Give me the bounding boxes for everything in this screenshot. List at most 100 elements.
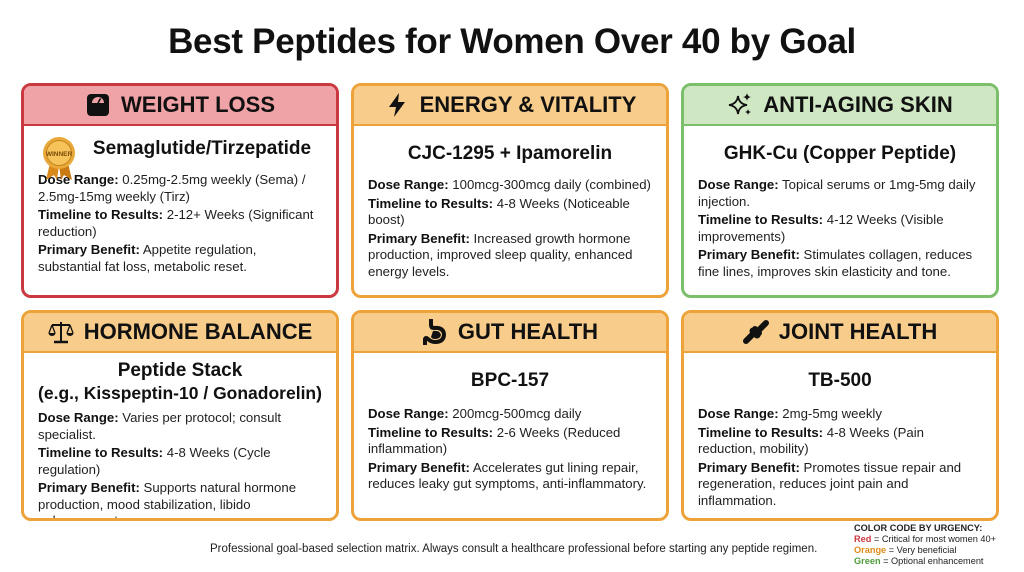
card-weight-loss: WEIGHT LOSS WINNER Semaglutide/Tirzepati… bbox=[21, 83, 339, 298]
dose-label: Dose Range: bbox=[368, 177, 449, 192]
card-hormone-balance: HORMONE BALANCE Peptide Stack (e.g., Kis… bbox=[21, 310, 339, 521]
dose-label: Dose Range: bbox=[698, 177, 779, 192]
dose-value: Varies per protocol; consult specialist. bbox=[38, 410, 282, 442]
lightning-icon bbox=[388, 93, 405, 117]
timeline-value: 4-8 Weeks (Pain reduction, mobility) bbox=[698, 424, 924, 457]
legend-green-word: Green bbox=[854, 556, 881, 566]
timeline-label: Timeline to Results: bbox=[38, 207, 164, 222]
dose-label: Dose Range: bbox=[38, 410, 119, 425]
card-header: HORMONE BALANCE bbox=[24, 313, 336, 353]
badge-label: WINNER bbox=[46, 151, 73, 158]
card-title: GUT HEALTH bbox=[457, 319, 599, 344]
dose-row: Dose Range: 2mg-5mg weekly bbox=[698, 406, 982, 423]
timeline-row: Timeline to Results: 4-8 Weeks (Pain red… bbox=[698, 425, 982, 458]
benefit-label: Primary Benefit: bbox=[38, 480, 140, 495]
card-energy-vitality: ENERGY & VITALITY CJC-1295 + Ipamorelin … bbox=[351, 83, 669, 298]
peptide-name: TB-500 bbox=[808, 370, 872, 391]
dose-value: 2mg-5mg weekly bbox=[782, 406, 882, 421]
timeline-label: Timeline to Results: bbox=[368, 424, 494, 440]
card-header: GUT HEALTH bbox=[354, 313, 666, 353]
peptide-name: CJC-1295 + Ipamorelin bbox=[407, 143, 613, 164]
benefit-label: Primary Benefit: bbox=[698, 247, 800, 262]
legend-red-word: Red bbox=[854, 534, 872, 544]
timeline-row: Timeline to Results: 4-8 Weeks (Cycle re… bbox=[38, 445, 322, 478]
dose-row: Dose Range: Topical serums or 1mg-5mg da… bbox=[698, 177, 982, 210]
benefit-row: Primary Benefit: Increased growth hormon… bbox=[368, 231, 652, 281]
timeline-value: 4-8 Weeks (Noticeable boost) bbox=[368, 195, 630, 228]
benefit-value: Supports natural hormone production, moo… bbox=[38, 480, 297, 521]
legend-green: Green = Optional enhancement bbox=[854, 556, 996, 567]
benefit-row: Primary Benefit: Promotes tissue repair … bbox=[698, 460, 982, 510]
card-gut-health: GUT HEALTH BPC-157 Dose Range: 200mcg-50… bbox=[351, 310, 669, 521]
peptide-name: BPC-157 bbox=[470, 370, 550, 391]
legend-orange-text: = Very beneficial bbox=[886, 545, 957, 555]
card-header: ANTI-AGING SKIN bbox=[684, 86, 996, 126]
timeline-row: Timeline to Results: 2-12+ Weeks (Signif… bbox=[38, 207, 322, 240]
card-header: ENERGY & VITALITY bbox=[354, 86, 666, 126]
dose-row: Dose Range: 200mcg-500mcg daily bbox=[368, 406, 652, 423]
benefit-row: Primary Benefit: Supports natural hormon… bbox=[38, 480, 322, 521]
benefit-value: Accelerates gut lining repair, reduces l… bbox=[368, 459, 647, 492]
card-body: Dose Range: 2mg-5mg weekly Timeline to R… bbox=[684, 406, 996, 509]
benefit-label: Primary Benefit: bbox=[38, 242, 140, 257]
benefit-label: Primary Benefit: bbox=[368, 459, 470, 475]
benefit-row: Primary Benefit: Stimulates collagen, re… bbox=[698, 247, 982, 280]
benefit-value: Increased growth hormone production, imp… bbox=[368, 230, 633, 279]
card-joint-health: JOINT HEALTH TB-500 Dose Range: 2mg-5mg … bbox=[681, 310, 999, 521]
timeline-value: 2-6 Weeks (Reduced inflammation) bbox=[368, 424, 621, 457]
dose-row: Dose Range: Varies per protocol; consult… bbox=[38, 410, 322, 443]
dose-value: 0.25mg-2.5mg weekly (Sema) / 2.5mg-15mg … bbox=[38, 172, 306, 204]
card-title: WEIGHT LOSS bbox=[121, 92, 275, 117]
peptide-example: (e.g., Kisspeptin-10 / Gonadorelin) bbox=[38, 383, 322, 403]
card-body: Dose Range: 200mcg-500mcg daily Timeline… bbox=[354, 406, 666, 493]
card-body: Dose Range: Topical serums or 1mg-5mg da… bbox=[684, 177, 996, 280]
timeline-value: 4-12 Weeks (Visible improvements) bbox=[698, 212, 944, 244]
color-legend: COLOR CODE BY URGENCY: Red = Critical fo… bbox=[854, 523, 996, 567]
legend-title: COLOR CODE BY URGENCY: bbox=[854, 523, 983, 533]
timeline-label: Timeline to Results: bbox=[38, 445, 164, 460]
peptide-name: Semaglutide/Tirzepatide bbox=[92, 138, 312, 159]
legend-orange-word: Orange bbox=[854, 545, 887, 555]
card-header: JOINT HEALTH bbox=[684, 313, 996, 353]
dose-label: Dose Range: bbox=[38, 172, 119, 187]
legend-red-text: = Critical for most women 40+ bbox=[871, 534, 996, 544]
card-body: Dose Range: Varies per protocol; consult… bbox=[24, 410, 336, 521]
scale-icon bbox=[87, 94, 109, 116]
card-anti-aging-skin: ANTI-AGING SKIN GHK-Cu (Copper Peptide) … bbox=[681, 83, 999, 298]
peptide-name: Peptide Stack bbox=[117, 360, 243, 381]
timeline-label: Timeline to Results: bbox=[698, 424, 824, 440]
page-title: Best Peptides for Women Over 40 by Goal bbox=[168, 22, 856, 61]
card-header: WEIGHT LOSS bbox=[24, 86, 336, 126]
timeline-value: 4-8 Weeks (Cycle regulation) bbox=[38, 445, 271, 477]
dose-value: 200mcg-500mcg daily bbox=[452, 406, 582, 421]
benefit-row: Primary Benefit: Accelerates gut lining … bbox=[368, 460, 652, 493]
timeline-label: Timeline to Results: bbox=[368, 195, 494, 211]
card-body: Dose Range: 0.25mg-2.5mg weekly (Sema) /… bbox=[24, 172, 336, 275]
timeline-row: Timeline to Results: 2-6 Weeks (Reduced … bbox=[368, 425, 652, 458]
peptide-name: GHK-Cu (Copper Peptide) bbox=[723, 143, 957, 164]
timeline-row: Timeline to Results: 4-12 Weeks (Visible… bbox=[698, 212, 982, 245]
dose-label: Dose Range: bbox=[698, 406, 779, 421]
footer-disclaimer: Professional goal-based selection matrix… bbox=[210, 543, 818, 555]
benefit-value: Appetite regulation, substantial fat los… bbox=[38, 242, 257, 274]
dose-value: 100mcg-300mcg daily (combined) bbox=[452, 177, 651, 192]
card-title: JOINT HEALTH bbox=[778, 319, 938, 344]
legend-orange: Orange = Very beneficial bbox=[854, 545, 996, 556]
timeline-value: 2-12+ Weeks (Significant reduction) bbox=[38, 207, 314, 239]
benefit-row: Primary Benefit: Appetite regulation, su… bbox=[38, 242, 322, 275]
dose-value: Topical serums or 1mg-5mg daily injectio… bbox=[698, 177, 976, 209]
stomach-icon bbox=[422, 319, 446, 345]
benefit-value: Promotes tissue repair and regeneration,… bbox=[698, 459, 962, 508]
timeline-label: Timeline to Results: bbox=[698, 212, 824, 227]
benefit-label: Primary Benefit: bbox=[698, 459, 800, 475]
legend-red: Red = Critical for most women 40+ bbox=[854, 534, 996, 545]
card-title: ENERGY & VITALITY bbox=[419, 92, 637, 117]
winner-badge-icon: WINNER bbox=[43, 137, 75, 180]
card-body: Dose Range: 100mcg-300mcg daily (combine… bbox=[354, 177, 666, 280]
joint-icon bbox=[742, 320, 769, 344]
card-title: ANTI-AGING SKIN bbox=[763, 92, 953, 117]
dose-row: Dose Range: 100mcg-300mcg daily (combine… bbox=[368, 177, 652, 194]
benefit-label: Primary Benefit: bbox=[368, 230, 470, 246]
card-title: HORMONE BALANCE bbox=[83, 319, 313, 344]
balance-icon bbox=[48, 322, 74, 344]
